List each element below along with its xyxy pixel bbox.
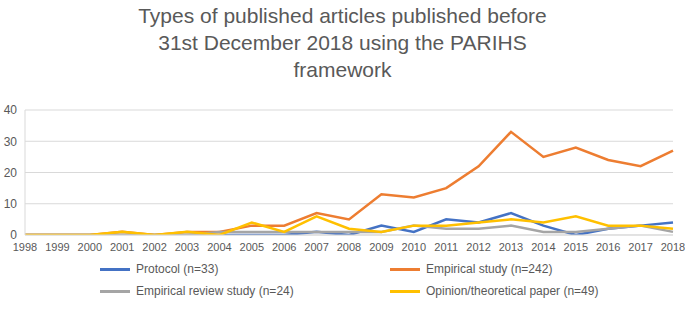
svg-text:2001: 2001	[110, 241, 134, 253]
svg-text:2017: 2017	[628, 241, 652, 253]
svg-text:20: 20	[8, 166, 17, 180]
svg-text:30: 30	[8, 135, 17, 149]
html-text:Opinion/theoretical paper (n=4: Opinion/theoretical paper (n=49)	[426, 284, 599, 298]
html-text:Protocol (n=33): Protocol (n=33)	[136, 262, 219, 276]
svg-text:1998: 1998	[13, 241, 37, 253]
svg-text:2011: 2011	[434, 241, 458, 253]
svg-text:2016: 2016	[596, 241, 620, 253]
html-text:Empirical review study (n=24): Empirical review study (n=24)	[136, 284, 294, 298]
html-text:Empirical study (n=242): Empirical study (n=242)	[426, 262, 553, 276]
svg-text:1999: 1999	[45, 241, 69, 253]
svg-text:2000: 2000	[78, 241, 102, 253]
svg-text:2015: 2015	[564, 241, 588, 253]
svg-text:10: 10	[8, 197, 17, 211]
svg-text:2002: 2002	[142, 241, 166, 253]
svg-text:2004: 2004	[207, 241, 231, 253]
svg-text:2013: 2013	[499, 241, 523, 253]
svg-text:2003: 2003	[175, 241, 199, 253]
svg-text:2018: 2018	[661, 241, 677, 253]
svg-text:0: 0	[10, 228, 17, 242]
svg-text:2010: 2010	[402, 241, 426, 253]
svg-text:2009: 2009	[369, 241, 393, 253]
svg-text:2014: 2014	[531, 241, 555, 253]
svg-text:2012: 2012	[466, 241, 490, 253]
svg-text:2006: 2006	[272, 241, 296, 253]
html-text:Types of published articles pu: Types of published articles published be…	[138, 4, 547, 81]
svg-text:2008: 2008	[337, 241, 361, 253]
svg-text:2005: 2005	[240, 241, 264, 253]
svg-text:2007: 2007	[304, 241, 328, 253]
svg-text:40: 40	[8, 103, 17, 117]
